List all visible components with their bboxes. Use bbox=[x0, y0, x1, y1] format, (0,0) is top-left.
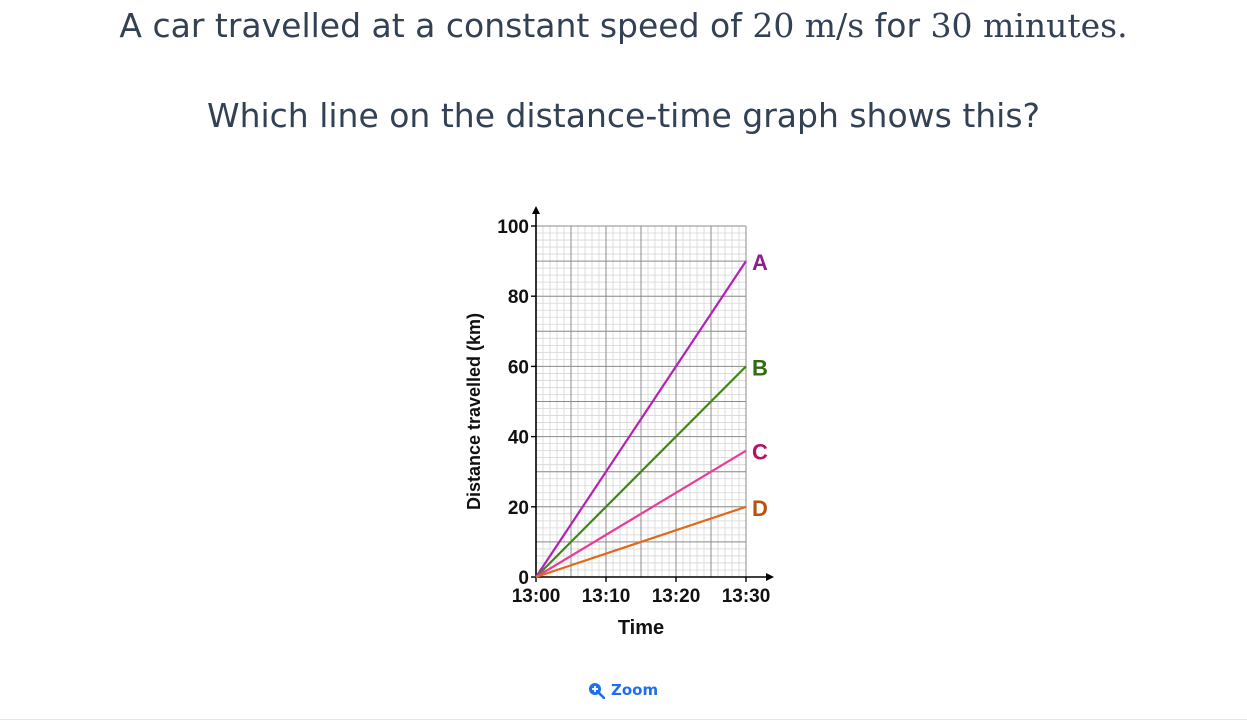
y-tick-label: 20 bbox=[508, 498, 529, 519]
series-label-b: B bbox=[752, 355, 768, 380]
series-labels: A B C D bbox=[752, 250, 768, 521]
question-text-b: for bbox=[864, 6, 931, 45]
y-tick-label: 60 bbox=[508, 357, 529, 378]
x-tick-label: 13:10 bbox=[582, 586, 631, 607]
series-label-c: C bbox=[752, 440, 768, 465]
zoom-button[interactable]: Zoom bbox=[588, 681, 658, 699]
axes bbox=[532, 206, 774, 581]
distance-time-chart: 0 20 40 60 80 100 13:00 13:10 13:20 13:30 A B C D Ti… bbox=[464, 206, 774, 639]
bottom-divider bbox=[0, 719, 1247, 720]
series-lines bbox=[535, 260, 747, 579]
x-tick-label: 13:00 bbox=[512, 586, 561, 607]
y-axis-title: Distance travelled (km) bbox=[464, 313, 484, 510]
y-tick-label: 40 bbox=[508, 428, 529, 449]
axis-ticks: 0 20 40 60 80 100 13:00 13:10 13:20 13:30 bbox=[497, 217, 770, 607]
x-axis-title: Time bbox=[618, 617, 664, 639]
series-label-a: A bbox=[752, 250, 768, 275]
question-line-2: Which line on the distance-time graph sh… bbox=[206, 96, 1041, 135]
y-tick-label: 0 bbox=[518, 568, 529, 589]
series-label-d: D bbox=[752, 496, 768, 521]
question-text-a: A car travelled at a constant speed of bbox=[119, 6, 753, 45]
series-line-b bbox=[535, 365, 747, 578]
series-line-d bbox=[535, 505, 747, 579]
zoom-label: Zoom bbox=[611, 681, 659, 699]
zoom-in-icon bbox=[589, 682, 605, 699]
y-tick-label: 80 bbox=[508, 287, 529, 308]
time-value: 30 minutes. bbox=[930, 6, 1128, 45]
series-line-a bbox=[535, 260, 747, 578]
question-line-1: A car travelled at a constant speed of 2… bbox=[0, 6, 1247, 45]
y-tick-label: 100 bbox=[497, 217, 529, 238]
x-tick-label: 13:20 bbox=[652, 586, 701, 607]
x-tick-label: 13:30 bbox=[722, 586, 771, 607]
series-line-c bbox=[535, 449, 747, 578]
speed-value: 20 m/s bbox=[752, 6, 865, 45]
